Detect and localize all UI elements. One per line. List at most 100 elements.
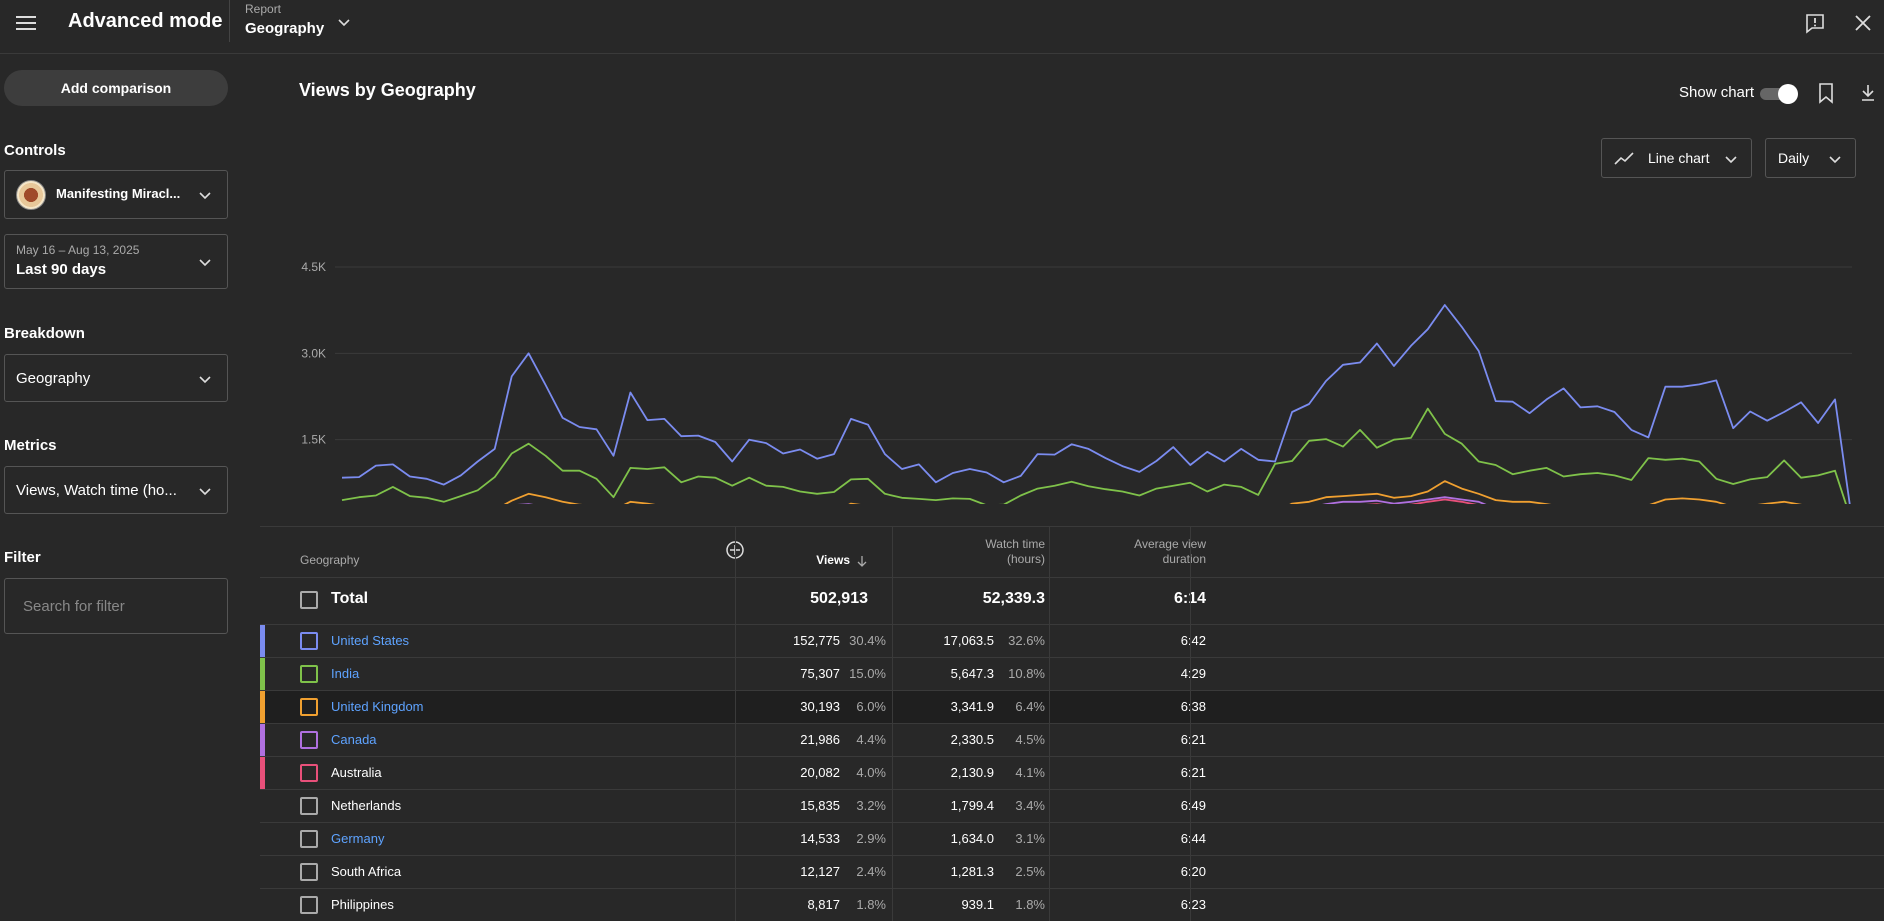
row-checkbox[interactable] (300, 698, 318, 716)
table-row[interactable]: Canada 21,986 4.4% 2,330.5 4.5% 6:21 (260, 723, 1884, 756)
table-row[interactable]: South Africa 12,127 2.4% 1,281.3 2.5% 6:20 (260, 855, 1884, 888)
views-value: 75,307 (800, 666, 840, 681)
country-name[interactable]: United States (331, 633, 410, 648)
top-bar: Advanced mode Report Geography (0, 0, 1884, 54)
total-checkbox[interactable] (300, 591, 318, 609)
watch-time-header-line1: Watch time (985, 537, 1045, 551)
views-value: 152,775 (793, 633, 840, 648)
avg-view-duration-value: 6:44 (1180, 831, 1206, 846)
views-line-chart[interactable]: 01.5K3.0K4.5KMay 16, 2025May 31, 2025Jun… (260, 204, 1884, 504)
watch-time-column-header[interactable]: Watch time (hours) (942, 537, 1045, 567)
watch-time-value: 1,799.4 (950, 798, 994, 813)
show-chart-toggle[interactable] (1758, 84, 1798, 104)
column-divider (1049, 527, 1050, 921)
channel-avatar (16, 180, 46, 210)
table-row[interactable]: Germany 14,533 2.9% 1,634.0 3.1% 6:44 (260, 822, 1884, 855)
row-checkbox[interactable] (300, 764, 318, 782)
avg-view-duration-column-header[interactable]: Average view duration (1100, 537, 1206, 567)
avg-view-duration-value: 6:38 (1180, 699, 1206, 714)
y-tick-label: 1.5K (301, 433, 326, 447)
table-row[interactable]: India 75,307 15.0% 5,647.3 10.8% 4:29 (260, 657, 1884, 690)
y-tick-label: 3.0K (301, 346, 326, 360)
total-avg-view-duration: 6:14 (1173, 590, 1206, 607)
download-icon[interactable] (1858, 82, 1878, 104)
filter-search-input[interactable] (4, 578, 228, 634)
close-icon[interactable] (1852, 12, 1874, 34)
row-checkbox[interactable] (300, 863, 318, 881)
watch-time-value: 1,634.0 (950, 831, 994, 846)
country-name[interactable]: India (331, 666, 360, 681)
date-range-selector[interactable]: May 16 – Aug 13, 2025 Last 90 days (4, 234, 228, 289)
metrics-label: Metrics (4, 437, 57, 454)
add-comparison-button[interactable]: Add comparison (4, 70, 228, 106)
views-header-label: Views (816, 553, 850, 567)
chevron-down-icon[interactable] (336, 14, 352, 30)
table-rows: United States 152,775 30.4% 17,063.5 32.6% 6:… (260, 624, 1884, 921)
geography-column-header[interactable]: Geography (300, 553, 360, 567)
watch-time-value: 939.1 (961, 897, 994, 912)
geography-table: Geography Views Watch time (hours) Averag… (260, 526, 1884, 921)
country-name[interactable]: Canada (331, 732, 377, 747)
watch-time-value: 3,341.9 (950, 699, 994, 714)
row-checkbox[interactable] (300, 632, 318, 650)
views-percent: 2.9% (856, 831, 886, 846)
row-checkbox[interactable] (300, 896, 318, 914)
total-watch-time: 52,339.3 (982, 590, 1045, 607)
row-checkbox[interactable] (300, 830, 318, 848)
country-name[interactable]: United Kingdom (331, 699, 424, 714)
total-row: Total 502,913 52,339.3 6:14 (260, 577, 1884, 624)
views-column-header[interactable]: Views (760, 553, 868, 568)
controls-label: Controls (4, 142, 66, 159)
chevron-down-icon (199, 376, 211, 384)
table-header: Geography Views Watch time (hours) Averag… (260, 527, 1884, 577)
channel-name: Manifesting Miracl... (56, 186, 181, 201)
chevron-down-icon (199, 488, 211, 496)
watch-time-header-line2: (hours) (1006, 552, 1045, 566)
report-selector[interactable]: Geography (245, 20, 325, 37)
table-row[interactable]: United States 152,775 30.4% 17,063.5 32.6% 6:… (260, 624, 1884, 657)
interval-selector[interactable]: Daily (1765, 138, 1856, 178)
avg-view-duration-value: 6:42 (1180, 633, 1206, 648)
table-row[interactable]: United Kingdom 30,193 6.0% 3,341.9 6.4% 6:38 (260, 690, 1884, 723)
table-row[interactable]: Philippines 8,817 1.8% 939.1 1.8% 6:23 (260, 888, 1884, 921)
bookmark-icon[interactable] (1816, 82, 1836, 104)
app-title: Advanced mode (68, 10, 223, 32)
table-row[interactable]: Netherlands 15,835 3.2% 1,799.4 3.4% 6:49 (260, 789, 1884, 822)
country-name[interactable]: Germany (331, 831, 385, 846)
series-line (341, 407, 1847, 504)
views-value: 21,986 (800, 732, 840, 747)
breakdown-label: Breakdown (4, 325, 85, 342)
watch-time-percent: 4.1% (1015, 765, 1045, 780)
row-checkbox[interactable] (300, 797, 318, 815)
date-range-dates: May 16 – Aug 13, 2025 (16, 243, 140, 257)
watch-time-percent: 2.5% (1015, 864, 1045, 879)
avg-view-duration-value: 6:21 (1180, 765, 1206, 780)
chart-title: Views by Geography (299, 80, 476, 100)
table-row[interactable]: Australia 20,082 4.0% 2,130.9 4.1% 6:21 (260, 756, 1884, 789)
show-chart-label: Show chart (1679, 84, 1755, 101)
sort-descending-icon (857, 555, 867, 567)
total-label: Total (331, 590, 369, 607)
menu-icon[interactable] (14, 12, 38, 36)
channel-selector[interactable]: Manifesting Miracl... (4, 170, 228, 219)
watch-time-percent: 1.8% (1015, 897, 1045, 912)
chevron-down-icon (199, 259, 211, 267)
breakdown-selector[interactable]: Geography (4, 354, 228, 402)
feedback-icon[interactable] (1804, 12, 1826, 34)
y-tick-label: 4.5K (301, 260, 326, 274)
chart-type-selector[interactable]: Line chart (1601, 138, 1752, 178)
breakdown-value: Geography (16, 370, 91, 387)
report-label: Report (245, 2, 282, 16)
metrics-selector[interactable]: Views, Watch time (ho... (4, 466, 228, 514)
series-color-bar (260, 691, 265, 723)
avd-header-line2: duration (1162, 552, 1206, 566)
series-color-bar (260, 625, 265, 657)
date-range-label: Last 90 days (16, 261, 107, 278)
row-checkbox[interactable] (300, 665, 318, 683)
views-value: 12,127 (800, 864, 840, 879)
avg-view-duration-value: 6:23 (1180, 897, 1206, 912)
row-checkbox[interactable] (300, 731, 318, 749)
chevron-down-icon (1829, 156, 1841, 164)
chart-type-label: Line chart (1648, 150, 1710, 166)
country-name: Australia (331, 765, 382, 780)
